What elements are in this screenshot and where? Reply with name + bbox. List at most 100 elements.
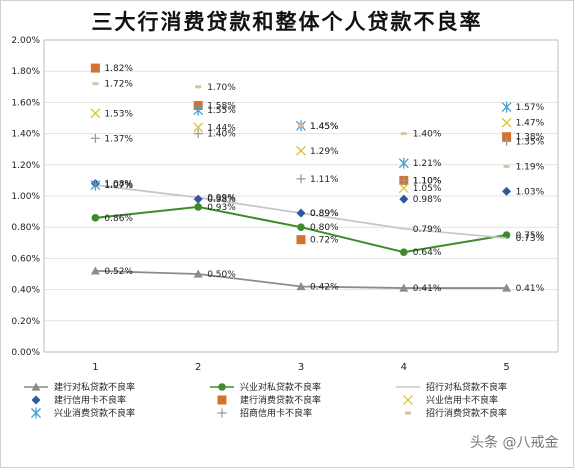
data-point: [398, 157, 409, 169]
data-label: 1.55%: [207, 106, 236, 116]
series-8: 1.37% 1.40% 1.11% 1.10% 1.35%: [90, 129, 545, 186]
x-axis-ticks: 1 2 3 4 5: [92, 362, 510, 373]
data-label: 1.10%: [413, 176, 442, 186]
series-1: 0.52% 0.50% 0.42% 0.41% 0.41%: [90, 266, 545, 294]
data-point: [193, 129, 203, 139]
data-label: 1.70%: [207, 83, 236, 93]
data-label: 1.40%: [413, 130, 442, 140]
data-point: [92, 82, 99, 86]
watermark: 头条 @八戒金: [470, 435, 559, 451]
data-label: 1.72%: [104, 80, 133, 90]
y-tick-label: 0.20%: [11, 317, 40, 327]
data-label: 0.73%: [516, 234, 545, 244]
data-label: 0.98%: [207, 195, 236, 205]
legend-item: 招行对私贷款不良率: [396, 381, 507, 393]
legend-marker: [217, 395, 227, 405]
series-4: 1.08% 0.98% 0.89% 0.98% 1.03%: [90, 179, 545, 219]
y-tick-label: 1.40%: [11, 130, 40, 140]
data-point: [90, 133, 100, 143]
data-point: [90, 108, 101, 119]
legend-label: 招商信用卡不良率: [240, 407, 312, 419]
data-label: 1.21%: [413, 159, 442, 169]
y-axis-ticks: 0.00% 0.20% 0.40% 0.60% 0.80% 1.00% 1.20% 1.40%…: [11, 36, 40, 358]
data-label: 1.47%: [516, 119, 545, 129]
legend-item: 兴业信用卡不良率: [403, 394, 498, 406]
data-point: [296, 145, 306, 156]
data-point: [502, 132, 512, 142]
legend-marker: [218, 383, 226, 391]
data-label: 1.38%: [516, 133, 545, 143]
data-label: 1.29%: [310, 147, 339, 157]
data-point: [91, 214, 100, 222]
y-tick-label: 0.40%: [11, 286, 40, 296]
y-tick-label: 1.00%: [11, 192, 40, 202]
data-label: 0.86%: [104, 214, 133, 224]
data-point: [297, 223, 305, 231]
y-tick-label: 0.80%: [11, 223, 40, 233]
data-point: [296, 174, 306, 184]
plot-area: [43, 39, 559, 353]
data-label: 1.37%: [104, 134, 133, 144]
data-label: 0.75%: [516, 231, 545, 241]
legend-marker: [405, 411, 411, 415]
legend-item: 兴业对私贷款不良率: [210, 381, 321, 393]
y-tick-label: 0.00%: [11, 348, 40, 358]
data-point: [501, 117, 512, 128]
data-label: 1.11%: [310, 175, 339, 185]
x-tick-label: 4: [401, 362, 407, 373]
data-label: 0.41%: [516, 284, 545, 294]
y-tick-label: 0.60%: [11, 254, 40, 264]
data-label: 1.07%: [104, 181, 133, 191]
x-tick-label: 5: [503, 362, 509, 373]
data-label: 0.42%: [310, 282, 339, 292]
data-label: 0.50%: [207, 270, 236, 280]
y-tick-label: 1.60%: [11, 98, 40, 108]
data-label: 1.82%: [104, 64, 133, 74]
data-label: 0.79%: [413, 225, 442, 235]
data-label: 1.40%: [207, 130, 236, 140]
data-point: [193, 269, 203, 278]
legend-item: 兴业消费贷款不良率: [31, 407, 135, 419]
legend-label: 招行消费贷款不良率: [426, 407, 507, 419]
data-label: 1.45%: [310, 122, 339, 132]
legend-label: 兴业对私贷款不良率: [240, 381, 321, 393]
data-point: [399, 175, 409, 185]
data-point: [502, 186, 512, 196]
y-tick-label: 1.20%: [11, 161, 40, 171]
data-point: [398, 183, 409, 194]
data-point: [399, 194, 409, 204]
legend-label: 建行消费贷款不良率: [240, 394, 321, 406]
data-point: [298, 124, 304, 128]
legend-label: 兴业消费贷款不良率: [54, 407, 135, 419]
data-point: [194, 203, 202, 211]
data-label: 0.41%: [413, 284, 442, 294]
legend-item: 招行消费贷款不良率: [405, 407, 507, 419]
data-point: [502, 136, 512, 146]
data-label: 1.53%: [104, 109, 133, 119]
data-label: 1.44%: [207, 123, 236, 133]
series-6: 1.53% 1.44% 1.29% 1.05% 1.47%: [90, 108, 545, 194]
legend-marker: [31, 395, 41, 405]
chart-title: 三大行消费贷款和整体个人贷款不良率: [91, 9, 483, 34]
data-label: 1.57%: [516, 103, 545, 113]
data-label: 0.98%: [413, 195, 442, 205]
x-tick-label: 3: [298, 362, 304, 373]
data-label: 0.99%: [207, 194, 236, 204]
y-tick-label: 2.00%: [11, 36, 40, 46]
data-point: [193, 122, 204, 133]
data-label: 0.93%: [207, 203, 236, 213]
data-label: 1.58%: [207, 102, 236, 112]
data-point: [296, 208, 306, 218]
x-tick-label: 2: [195, 362, 201, 373]
data-point: [400, 248, 408, 256]
data-label: 1.03%: [516, 187, 545, 197]
legend-item: 建行消费贷款不良率: [217, 394, 321, 406]
data-label: 1.19%: [516, 162, 545, 172]
legend-item: 建行信用卡不良率: [31, 394, 126, 406]
legend-label: 建行信用卡不良率: [54, 394, 126, 406]
data-point: [501, 101, 512, 113]
data-point: [195, 85, 202, 89]
legend-label: 兴业信用卡不良率: [426, 394, 498, 406]
data-label: 0.89%: [310, 209, 339, 219]
